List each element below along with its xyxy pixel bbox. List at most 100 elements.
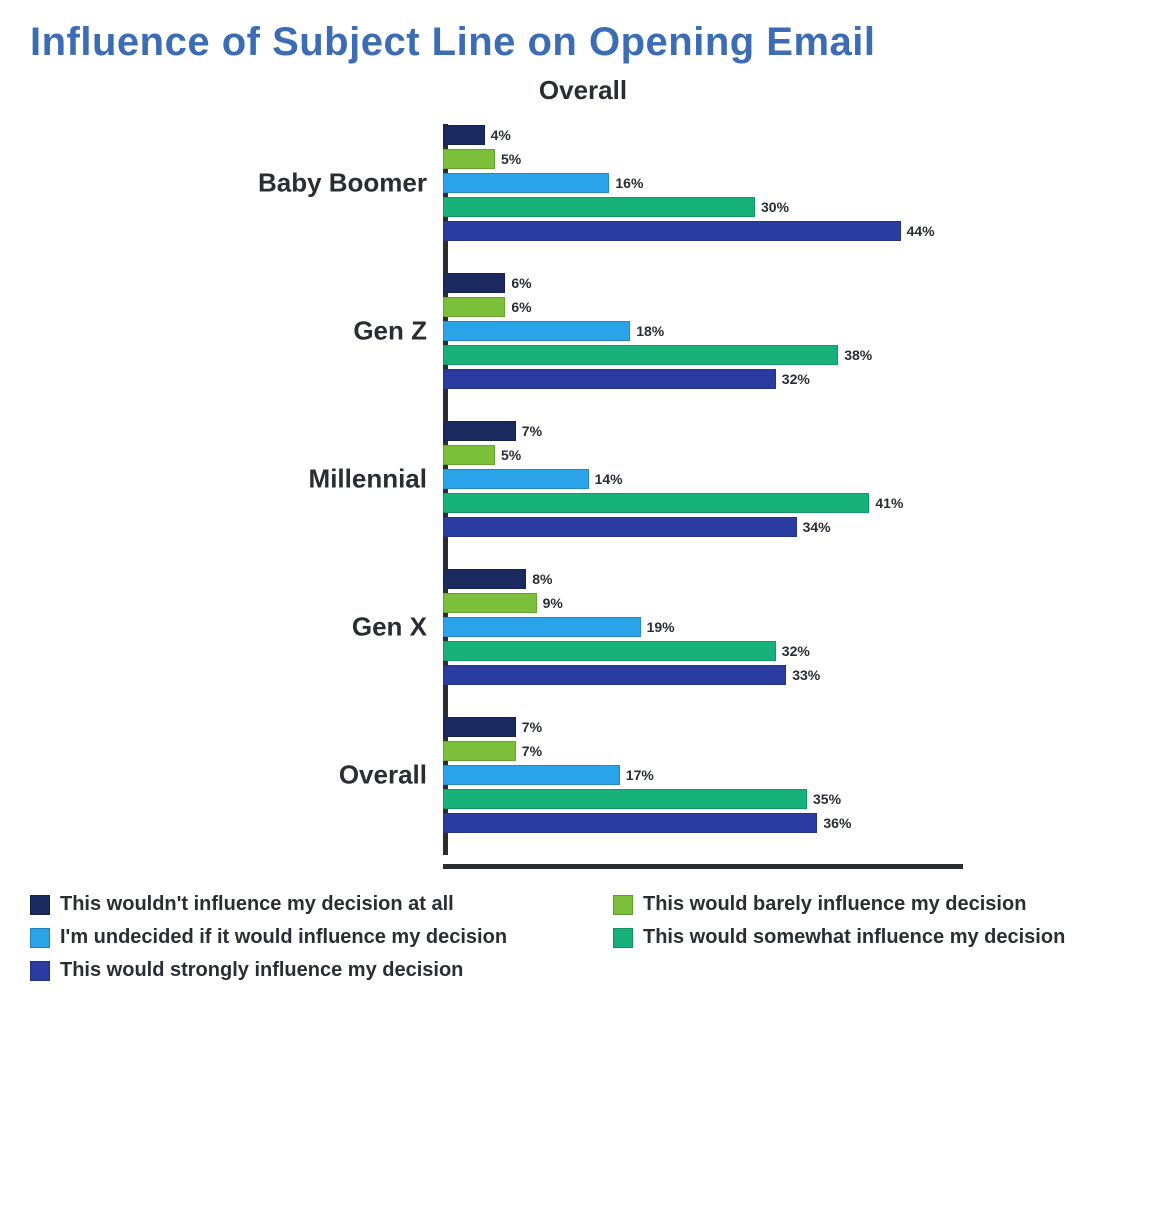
bar-row: 35% — [443, 788, 963, 810]
bar-row: 14% — [443, 468, 963, 490]
legend: This wouldn't influence my decision at a… — [30, 893, 1136, 982]
bar-row: 7% — [443, 740, 963, 762]
bar — [443, 125, 485, 145]
bar-row: 30% — [443, 196, 963, 218]
bar-value-label: 44% — [907, 223, 935, 239]
bar — [443, 765, 620, 785]
bar-row: 19% — [443, 616, 963, 638]
bar-value-label: 4% — [491, 127, 511, 143]
category-group: Gen Z6%6%18%38%32% — [443, 272, 963, 390]
bar — [443, 173, 609, 193]
bar-value-label: 14% — [595, 471, 623, 487]
bar-value-label: 41% — [875, 495, 903, 511]
bar-row: 9% — [443, 592, 963, 614]
bar-value-label: 6% — [511, 275, 531, 291]
bar-value-label: 7% — [522, 423, 542, 439]
bar-row: 7% — [443, 420, 963, 442]
bar — [443, 789, 807, 809]
bar-row: 5% — [443, 444, 963, 466]
bar-row: 8% — [443, 568, 963, 590]
legend-item: This would strongly influence my decisio… — [30, 959, 553, 982]
chart-area: Overall Baby Boomer 4% 5% 16% 30% 44% Gen Z 6% 6… — [30, 75, 1136, 869]
bar-row: 7% — [443, 716, 963, 738]
bar-row: 18% — [443, 320, 963, 342]
legend-swatch — [30, 961, 50, 981]
bar — [443, 593, 537, 613]
legend-swatch — [30, 928, 50, 948]
bar-value-label: 5% — [501, 151, 521, 167]
bar — [443, 569, 526, 589]
legend-item: This would somewhat influence my decisio… — [613, 926, 1136, 949]
bar — [443, 273, 505, 293]
chart-plot: Baby Boomer4%5%16%30%44%Gen Z6%6%18%38%3… — [203, 124, 963, 869]
bar — [443, 665, 786, 685]
bar — [443, 617, 641, 637]
bar — [443, 197, 755, 217]
bar-value-label: 6% — [511, 299, 531, 315]
bar-row: 32% — [443, 368, 963, 390]
legend-label: This would strongly influence my decisio… — [60, 959, 463, 982]
bar-value-label: 7% — [522, 719, 542, 735]
chart-title: Influence of Subject Line on Opening Ema… — [30, 20, 1136, 65]
category-group: Gen X8%9%19%32%33% — [443, 568, 963, 686]
bar-value-label: 5% — [501, 447, 521, 463]
bar-row: 36% — [443, 812, 963, 834]
category-group: Millennial7%5%14%41%34% — [443, 420, 963, 538]
bar-row: 6% — [443, 296, 963, 318]
legend-label: This wouldn't influence my decision at a… — [60, 893, 454, 916]
bar — [443, 421, 516, 441]
bar — [443, 493, 869, 513]
bar-value-label: 33% — [792, 667, 820, 683]
category-label: Overall — [203, 760, 427, 791]
category-label: Baby Boomer — [203, 168, 427, 199]
bar-value-label: 17% — [626, 767, 654, 783]
bar — [443, 297, 505, 317]
bar-value-label: 7% — [522, 743, 542, 759]
bar — [443, 369, 776, 389]
bar-value-label: 19% — [647, 619, 675, 635]
bar-row: 32% — [443, 640, 963, 662]
bar-value-label: 32% — [782, 643, 810, 659]
bar-value-label: 8% — [532, 571, 552, 587]
legend-item: I'm undecided if it would influence my d… — [30, 926, 553, 949]
bar — [443, 321, 630, 341]
legend-label: This would barely influence my decision — [643, 893, 1026, 916]
legend-item — [613, 959, 1136, 982]
bar-value-label: 16% — [615, 175, 643, 191]
bar-row: 16% — [443, 172, 963, 194]
bar-row: 6% — [443, 272, 963, 294]
bar-row: 41% — [443, 492, 963, 514]
bar — [443, 149, 495, 169]
bar — [443, 445, 495, 465]
bar-value-label: 30% — [761, 199, 789, 215]
bar — [443, 517, 797, 537]
bar — [443, 813, 817, 833]
legend-item: This would barely influence my decision — [613, 893, 1136, 916]
category-label: Gen Z — [203, 316, 427, 347]
bar — [443, 221, 901, 241]
chart-subtitle: Overall — [539, 75, 627, 106]
legend-swatch — [613, 895, 633, 915]
legend-label: This would somewhat influence my decisio… — [643, 926, 1065, 949]
category-group: Baby Boomer4%5%16%30%44% — [443, 124, 963, 242]
bar-row: 5% — [443, 148, 963, 170]
legend-swatch — [613, 928, 633, 948]
bar-value-label: 32% — [782, 371, 810, 387]
category-label: Gen X — [203, 612, 427, 643]
category-group: Overall7%7%17%35%36% — [443, 716, 963, 834]
bar-row: 33% — [443, 664, 963, 686]
bar-row: 44% — [443, 220, 963, 242]
bar — [443, 641, 776, 661]
bar-value-label: 34% — [803, 519, 831, 535]
bar-row: 17% — [443, 764, 963, 786]
legend-label: I'm undecided if it would influence my d… — [60, 926, 507, 949]
x-axis-baseline — [443, 864, 963, 869]
category-label: Millennial — [203, 464, 427, 495]
bar-value-label: 36% — [823, 815, 851, 831]
bar — [443, 741, 516, 761]
bar-value-label: 18% — [636, 323, 664, 339]
legend-swatch — [30, 895, 50, 915]
bar-value-label: 35% — [813, 791, 841, 807]
bar — [443, 469, 589, 489]
bar — [443, 345, 838, 365]
